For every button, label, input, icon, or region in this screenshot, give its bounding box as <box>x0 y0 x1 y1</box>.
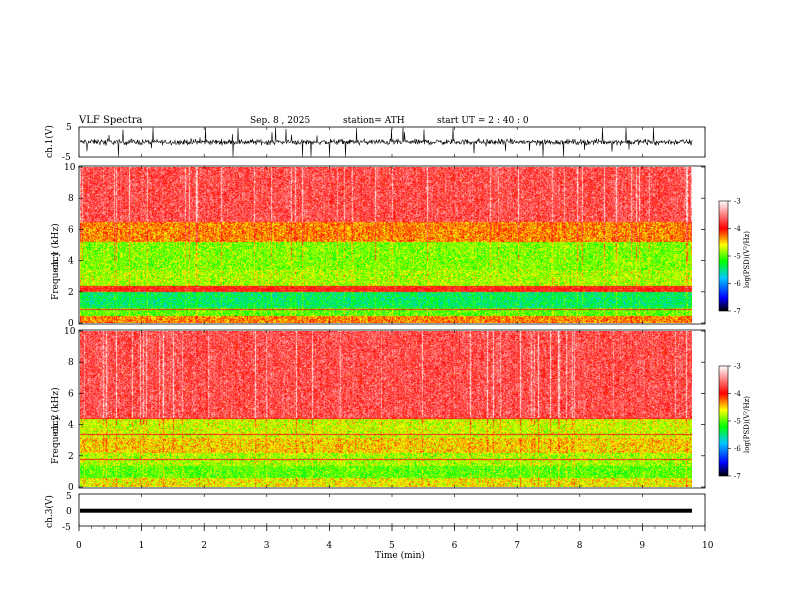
colorbar-tick-label: -7 <box>734 308 741 316</box>
frequency-tick-label: 2 <box>68 452 74 462</box>
frequency-tick-label: 4 <box>68 421 74 431</box>
ch2-spectrogram-image-holder <box>80 331 692 487</box>
frequency-tick-label: 0 <box>68 483 74 493</box>
colorbar-tick-label: -5 <box>734 253 741 261</box>
time-tick-label: 4 <box>326 541 332 551</box>
colorbar-tick-label: -7 <box>734 473 741 481</box>
frequency-tick-label: 6 <box>68 389 74 399</box>
time-tick-label: 9 <box>639 541 645 551</box>
ch1-spectrogram-image-holder <box>80 167 692 323</box>
ch2-colorbar-gradient <box>718 365 729 477</box>
time-tick-label: 6 <box>452 541 458 551</box>
ch1-colorbar: -3 -4 -5 -6 -7 log(PSD)(V²/Hz) <box>718 198 751 316</box>
time-tick-label: 5 <box>389 541 395 551</box>
time-tick-label: 10 <box>702 541 714 551</box>
ch1-colorbar-gradient <box>718 200 729 312</box>
colorbar-tick-label: -4 <box>734 390 741 398</box>
ch1-waveform-trace <box>79 127 693 157</box>
time-tick-label: 8 <box>577 541 583 551</box>
time-tick-label: 2 <box>201 541 207 551</box>
time-axis: 0 1 2 3 4 5 6 7 8 9 10 <box>76 127 714 551</box>
ch1-spectrogram-heatmap <box>80 167 692 323</box>
ch2-spectrogram-title: ch.2 <box>51 415 61 434</box>
ch1-spectrogram-panel: 0 2 4 6 8 10 ch.1 Frequency (kHz) <box>50 163 706 329</box>
colorbar-tick-label: -4 <box>734 225 741 233</box>
ch2-spectrogram-heatmap <box>80 331 692 487</box>
ch3-waveform-trace <box>80 508 692 513</box>
ch3-ytick-top: 5 <box>66 492 72 502</box>
colorbar-tick-label: -3 <box>734 198 741 206</box>
ch2-frequency-ylabel: Frequency (kHz) <box>50 387 61 464</box>
ch1-waveform-panel: 5 -5 ch.1(V) <box>44 123 706 163</box>
frequency-tick-label: 10 <box>64 163 76 173</box>
colorbar-tick-label: -5 <box>734 418 741 426</box>
frequency-tick-label: 2 <box>68 288 74 298</box>
frequency-tick-label: 8 <box>68 358 74 368</box>
frequency-tick-label: 0 <box>68 319 74 329</box>
frequency-tick-label: 10 <box>64 327 76 337</box>
ch1-frequency-ylabel: Frequency (kHz) <box>50 223 61 300</box>
time-tick-label: 3 <box>264 541 270 551</box>
ch2-colorbar-label: log(PSD)(V²/Hz) <box>743 396 751 453</box>
colorbar-tick-label: -6 <box>734 280 741 288</box>
ch2-spectrogram-panel: 0 2 4 6 8 10 ch.2 Frequency (kHz) <box>50 327 706 493</box>
ch1-ylabel: ch.1(V) <box>44 125 55 158</box>
ch1-ytick-top: 5 <box>66 123 72 133</box>
time-tick-label: 1 <box>139 541 145 551</box>
ch2-colorbar: -3 -4 -5 -6 -7 log(PSD)(V²/Hz) <box>718 363 751 481</box>
ch3-ytick-mid: 0 <box>66 507 72 517</box>
frequency-tick-label: 8 <box>68 194 74 204</box>
start-time-label: start UT = 2 : 40 : 0 <box>437 116 529 126</box>
colorbar-tick-label: -6 <box>734 445 741 453</box>
ch1-colorbar-label: log(PSD)(V²/Hz) <box>743 231 751 288</box>
date-label: Sep. 8 , 2025 <box>250 116 310 126</box>
ch3-waveform-panel: 5 0 -5 ch.3(V) <box>44 492 706 533</box>
frequency-tick-label: 6 <box>68 225 74 235</box>
colorbar-tick-label: -3 <box>734 363 741 371</box>
ch1-ytick-bottom: -5 <box>62 153 71 163</box>
time-axis-label: Time (min) <box>375 550 425 561</box>
time-tick-label: 0 <box>76 541 82 551</box>
time-tick-label: 7 <box>514 541 520 551</box>
station-label: station= ATH <box>343 116 405 126</box>
frequency-tick-label: 4 <box>68 257 74 267</box>
ch3-ylabel: ch.3(V) <box>44 495 55 528</box>
ch1-spectrogram-title: ch.1 <box>51 251 61 270</box>
ch3-ytick-bottom: -5 <box>62 523 71 533</box>
figure-title: VLF Spectra <box>78 115 143 126</box>
